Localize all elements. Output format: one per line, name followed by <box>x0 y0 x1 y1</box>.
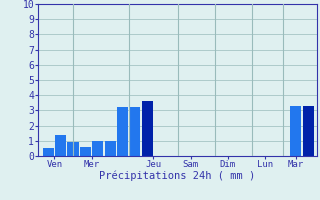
Bar <box>43 148 54 156</box>
Bar <box>92 141 103 156</box>
Bar <box>142 101 153 156</box>
Bar <box>117 107 128 156</box>
Bar <box>303 106 314 156</box>
Bar <box>105 141 116 156</box>
Bar <box>68 142 79 156</box>
Bar <box>290 106 301 156</box>
Bar <box>129 107 140 156</box>
X-axis label: Précipitations 24h ( mm ): Précipitations 24h ( mm ) <box>100 171 256 181</box>
Bar <box>80 147 91 156</box>
Bar <box>55 135 66 156</box>
